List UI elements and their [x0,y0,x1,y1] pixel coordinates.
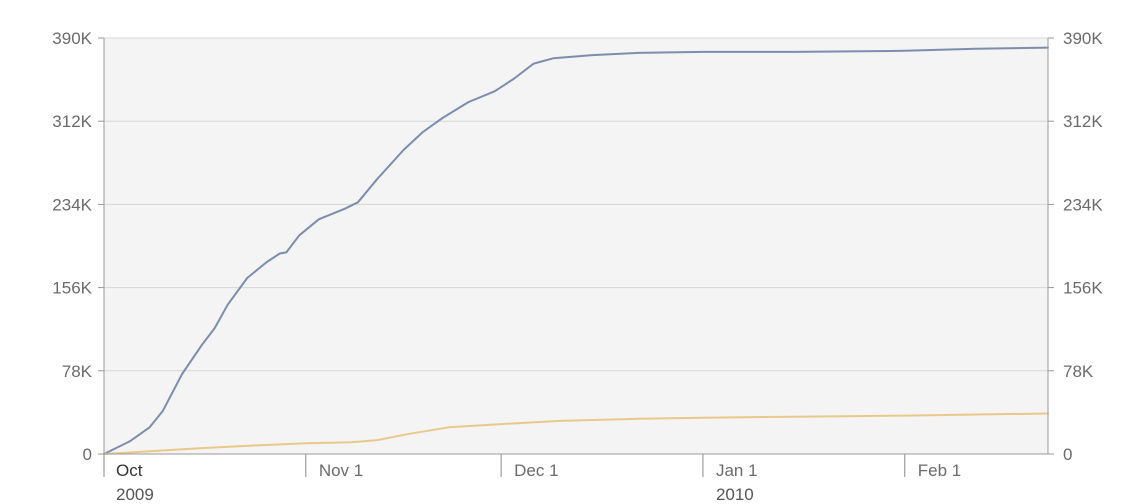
x-tick-sublabel: 2010 [716,485,754,504]
y-tick-label-left: 0 [83,445,92,464]
y-tick-label-left: 234K [52,195,92,214]
x-tick-sublabel: 2009 [116,485,154,504]
y-tick-label-right: 312K [1063,112,1103,131]
x-tick-label: Oct [116,461,143,480]
y-tick-label-left: 390K [52,29,92,48]
x-tick-label: Dec 1 [514,461,558,480]
tick-labels: 0 0 78K 78K 156K 156K 234K 234K 312K 312K 390K 390K… [52,29,1103,504]
y-tick-label-right: 156K [1063,279,1103,298]
y-tick-label-right: 0 [1063,445,1072,464]
x-tick-label: Feb 1 [918,461,961,480]
plot-background [104,38,1048,454]
y-tick-label-right: 390K [1063,29,1103,48]
y-tick-label-right: 234K [1063,195,1103,214]
axes [98,37,1054,477]
x-tick-label: Nov 1 [319,461,363,480]
y-tick-label-left: 78K [62,362,93,381]
y-tick-label-left: 156K [52,279,92,298]
y-tick-label-right: 78K [1063,362,1094,381]
x-tick-label: Jan 1 [716,461,758,480]
series-line-2 [103,412,1049,455]
y-tick-label-left: 312K [52,112,92,131]
series-lines [103,46,1049,455]
gridlines [104,37,1048,372]
series-line-1 [103,46,1049,455]
